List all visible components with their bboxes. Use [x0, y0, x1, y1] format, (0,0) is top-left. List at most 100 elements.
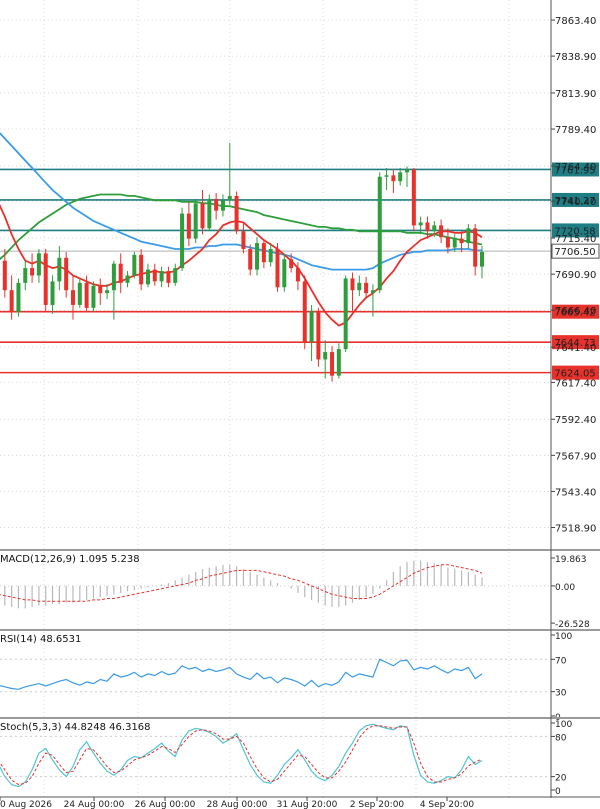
candle-bear	[473, 228, 478, 267]
candle-bull	[398, 172, 403, 182]
candle-bear	[84, 282, 89, 308]
candle-bull	[480, 251, 484, 267]
candle-bear	[295, 268, 300, 282]
stoch-tick-label: 80	[555, 733, 567, 743]
candle-bear	[459, 238, 464, 244]
price-tick-label: 7567.90	[555, 451, 596, 462]
candle-bear	[234, 195, 239, 232]
price-tick-label: 7813.90	[555, 89, 596, 100]
candle-bear	[64, 257, 69, 291]
candle-bull	[452, 238, 457, 248]
candle-bear	[411, 169, 416, 226]
ma-mid-line	[0, 131, 482, 271]
price-tick-label: 7543.40	[555, 487, 596, 498]
rsi-tick-label: 70	[555, 656, 567, 666]
candle-bear	[118, 263, 123, 283]
price-tick-label: 7740.40	[555, 197, 596, 208]
price-tick-label: 7690.90	[555, 270, 596, 281]
price-tick-label: 7789.40	[555, 125, 596, 136]
price-tick-label: 7715.40	[555, 234, 596, 245]
candle-bull	[159, 271, 164, 282]
moving-averages	[0, 131, 483, 327]
time-tick-label: 0 Aug 2026	[0, 800, 52, 809]
level-price-badge	[552, 223, 599, 238]
candle-bear	[316, 310, 321, 360]
macd-panel: 19.863 0.00 -26.528 MACD(12,26,9) 1.095 5.2…	[0, 554, 590, 630]
stoch-separator	[0, 717, 600, 719]
candle-bear	[425, 222, 430, 232]
candle-bull	[91, 285, 96, 308]
candle-bear	[330, 352, 335, 376]
rsi-tick-label: 100	[555, 632, 572, 642]
price-tick-label: 7592.40	[555, 415, 596, 426]
candlesticks	[2, 142, 484, 382]
candle-bear	[275, 248, 280, 288]
time-tick-label: 4 Sep 20:00	[420, 800, 475, 809]
candle-bull	[36, 253, 41, 276]
level-price-label: 7720.58	[554, 226, 595, 237]
candle-bear	[70, 290, 75, 305]
candle-bull	[111, 263, 116, 291]
candle-bull	[16, 282, 21, 313]
candle-bull	[50, 281, 55, 305]
candle-bull	[255, 243, 260, 270]
candle-bear	[166, 271, 171, 283]
stoch-signal-line	[0, 725, 483, 786]
candle-bull	[145, 269, 150, 285]
level-price-badge	[552, 365, 599, 380]
level-price-label: 7761.95	[554, 165, 595, 176]
level-price-label: 7741.27	[554, 196, 595, 207]
time-axis: 0 Aug 2026 24 Aug 00:00 26 Aug 00:00 28 Aug…	[0, 797, 474, 809]
price-tick-label: 7518.90	[555, 524, 596, 535]
stoch-tick-label: 100	[555, 720, 572, 730]
candle-bear	[2, 260, 7, 291]
grid	[0, 0, 551, 798]
rsi-title: RSI(14) 48.6531	[0, 634, 81, 645]
candle-bull	[384, 175, 389, 177]
candle-bear	[98, 285, 103, 294]
current-price-label: 7706.50	[554, 247, 595, 258]
stoch-tick-label: 0	[555, 787, 561, 797]
rsi-separator	[0, 629, 600, 631]
horizontal-levels: 7761.95 7741.27 7720.58 7665.42 7644.73 7624.…	[0, 162, 600, 380]
macd-separator	[0, 549, 600, 551]
candle-bear	[364, 282, 369, 294]
level-price-badge	[552, 192, 599, 207]
candle-bear	[200, 203, 205, 229]
candle-bull	[336, 349, 341, 376]
macd-title: MACD(12,26,9) 1.095 5.238	[0, 554, 140, 565]
candle-bull	[405, 169, 410, 173]
candle-bear	[302, 281, 307, 342]
candle-bull	[132, 254, 137, 276]
candle-bull	[432, 225, 437, 232]
candle-bull	[57, 257, 62, 282]
time-tick-label: 2 Sep 20:00	[350, 800, 405, 809]
candle-bull	[282, 259, 287, 288]
candle-bear	[445, 237, 450, 248]
candle-bull	[323, 352, 328, 360]
macd-tick-label: 19.863	[555, 555, 587, 565]
candle-bull	[207, 198, 212, 229]
price-tick-label: 7641.40	[555, 343, 596, 354]
candle-bear	[350, 278, 355, 291]
price-tick-label: 7863.40	[555, 16, 596, 27]
candle-bull	[173, 268, 178, 283]
price-axis: 7863.40 7838.90 7813.90 7789.40 7764.40 7740.…	[551, 16, 596, 535]
level-price-label: 7644.73	[554, 338, 595, 349]
level-price-label: 7624.05	[554, 369, 595, 380]
level-price-badge	[552, 335, 599, 350]
price-tick-label: 7764.40	[555, 162, 596, 173]
candle-bear	[214, 198, 219, 211]
candle-bear	[152, 269, 157, 282]
candle-bull	[220, 200, 225, 211]
candle-bear	[186, 213, 191, 239]
time-tick-label: 31 Aug 20:00	[277, 800, 338, 809]
time-tick-label: 28 Aug 00:00	[207, 800, 268, 809]
stoch-title: Stoch(5,3,3) 44.8248 46.3168	[0, 722, 151, 733]
candle-bear	[439, 225, 444, 238]
candle-bull	[125, 275, 130, 283]
candle-bull	[193, 203, 198, 239]
candle-bull	[357, 282, 362, 291]
